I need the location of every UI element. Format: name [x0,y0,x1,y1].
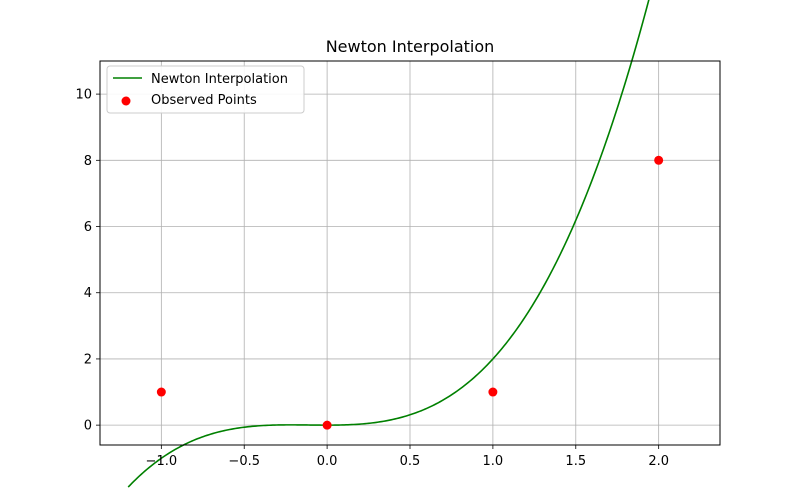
x-tick-label: 1.0 [483,454,504,469]
plot-area [127,0,664,488]
grid [100,61,720,445]
observed-point [156,387,166,397]
legend-box [106,65,305,114]
observed-point [488,387,498,397]
legend-label-newton-interpolation: Newton Interpolation [151,72,288,87]
series-line-newton-interpolation [127,0,650,488]
x-tick-label: 2.0 [648,454,669,469]
chart-title: Newton Interpolation [326,37,495,56]
y-tick-label: 8 [84,154,92,169]
observed-point [654,155,664,165]
y-tick-label: 10 [75,88,92,103]
y-tick-label: 4 [84,286,92,301]
legend-marker-swatch [121,96,131,106]
y-tick-label: 2 [84,352,92,367]
axis-ticks: −1.0 −0.5 0.0 0.5 1.0 1.5 2.0 0 2 4 6 8 10 [75,88,669,469]
legend: Newton Interpolation Observed Points [106,65,305,114]
legend-label-observed-points: Observed Points [151,93,257,108]
x-tick-label: −1.0 [146,454,178,469]
x-tick-label: 1.5 [565,454,586,469]
y-tick-label: 0 [84,419,92,434]
y-tick-label: 6 [84,220,92,235]
observed-point [322,420,332,430]
x-tick-label: 0.5 [400,454,421,469]
x-tick-label: 0.0 [317,454,338,469]
x-tick-label: −0.5 [228,454,260,469]
